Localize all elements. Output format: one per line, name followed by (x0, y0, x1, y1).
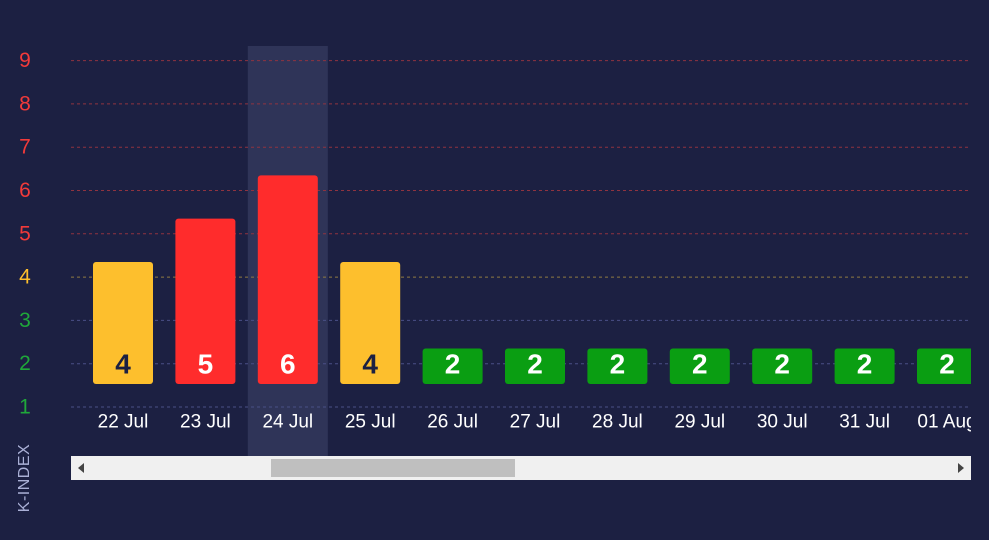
bar-value-label: 2 (445, 349, 461, 380)
bars: 4 5 6 4 2 2 2 2 2 2 2 (93, 175, 977, 385)
bar[interactable] (752, 348, 813, 384)
bar-value-label: 2 (774, 349, 790, 380)
bar-value-label: 4 (115, 349, 131, 380)
x-tick-label: 22 Jul (98, 412, 149, 433)
x-tick-label: 29 Jul (674, 412, 725, 433)
x-tick-label: 24 Jul (262, 412, 313, 433)
bar[interactable] (93, 261, 153, 384)
y-tick-label: 6 (19, 179, 31, 202)
x-tick-label: 30 Jul (757, 412, 808, 433)
scroll-thumb[interactable] (271, 459, 515, 477)
x-tick-label: 26 Jul (427, 412, 478, 433)
y-axis-label: K-INDEX (16, 443, 33, 513)
scroll-right-button[interactable] (951, 456, 971, 480)
y-tick-label: 8 (19, 92, 31, 115)
bar-value-label: 5 (198, 349, 214, 380)
triangle-left-icon (78, 463, 84, 473)
bar-group[interactable]: 5 (175, 218, 236, 384)
x-tick-label: 31 Jul (839, 412, 890, 433)
bar-value-label: 2 (692, 349, 708, 380)
y-tick-label: 2 (19, 352, 31, 375)
bar-value-label: 4 (362, 349, 378, 380)
bar[interactable] (834, 348, 895, 384)
bar[interactable] (257, 175, 318, 384)
y-tick-label: 5 (19, 222, 31, 245)
bar-group[interactable]: 2 (669, 348, 730, 385)
y-tick-label: 9 (19, 49, 31, 72)
bar-group[interactable]: 2 (587, 348, 648, 385)
x-tick-label: 28 Jul (592, 412, 643, 433)
bar[interactable] (175, 218, 236, 384)
bar-group[interactable]: 6 (257, 175, 318, 384)
bar[interactable] (505, 348, 565, 384)
scroll-left-button[interactable] (71, 456, 91, 480)
y-tick-label: 3 (19, 309, 31, 332)
bar-value-label: 2 (610, 349, 626, 380)
x-tick-label: 23 Jul (180, 412, 231, 433)
bar-group[interactable]: 2 (752, 348, 813, 385)
bar-group[interactable]: 2 (505, 349, 565, 385)
bar-value-label: 2 (857, 349, 873, 380)
bar[interactable] (422, 348, 483, 384)
bar-value-label: 2 (527, 349, 543, 380)
bar[interactable] (917, 348, 977, 384)
x-tick-label: 27 Jul (510, 412, 561, 433)
bar[interactable] (340, 261, 401, 384)
y-tick-label: 1 (19, 396, 31, 419)
triangle-right-icon (958, 463, 964, 473)
y-tick-label: 7 (19, 136, 31, 159)
bar-group[interactable]: 2 (422, 348, 483, 385)
y-axis-ticks: 1 2 3 4 5 6 7 8 9 (19, 49, 31, 418)
bar[interactable] (587, 348, 648, 384)
x-axis-ticks: 22 Jul 23 Jul 24 Jul 25 Jul 26 Jul 27 Jul 28 J… (98, 412, 976, 433)
bar-group[interactable]: 4 (93, 261, 153, 384)
x-tick-label: 01 Aug (917, 412, 976, 433)
x-tick-label: 25 Jul (345, 412, 396, 433)
bar-value-label: 6 (280, 349, 296, 380)
bar-group[interactable]: 2 (917, 349, 977, 385)
bar-group[interactable]: 4 (340, 261, 401, 384)
bar-group[interactable]: 2 (834, 348, 895, 385)
y-tick-label: 4 (19, 266, 31, 289)
bar[interactable] (669, 348, 730, 384)
bar-value-label: 2 (939, 349, 955, 380)
horizontal-scrollbar[interactable] (71, 456, 971, 480)
